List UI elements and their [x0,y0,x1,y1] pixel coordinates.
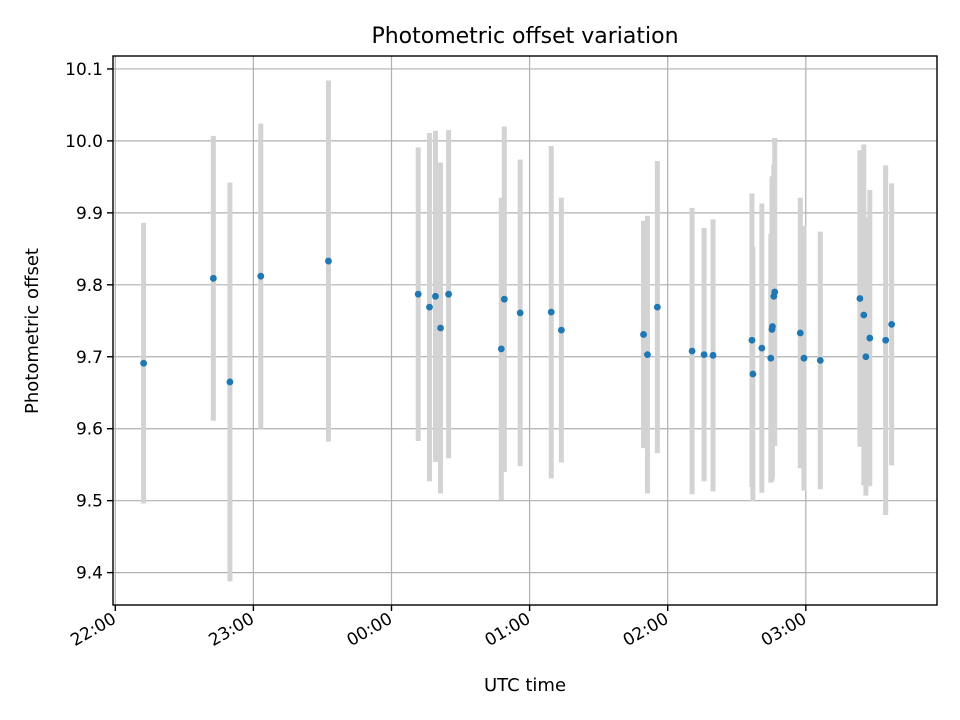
y-tick-label: 9.7 [76,348,103,368]
data-point [700,351,708,359]
y-tick-label: 9.5 [76,492,103,512]
data-point [688,347,696,355]
y-tick-label: 9.8 [76,276,103,296]
data-points [140,257,896,386]
y-tick-label: 9.4 [76,564,103,584]
chart-title: Photometric offset variation [371,24,678,49]
data-point [860,311,868,319]
data-point [432,292,439,300]
data-point [437,324,444,332]
data-point [856,295,864,302]
data-point [796,329,804,337]
data-point [749,370,757,378]
data-point [882,336,890,344]
data-point [640,331,647,338]
data-point [748,336,756,344]
data-point [866,334,874,342]
data-point [709,351,717,359]
x-axis-label: UTC time [484,675,566,696]
data-point [226,378,234,386]
y-tick-label: 10.0 [65,132,103,152]
data-point [769,323,776,330]
data-point [414,290,422,298]
data-point [758,344,766,352]
data-point [767,354,775,362]
data-point [325,257,332,265]
data-point [500,295,508,303]
data-point [644,351,651,359]
data-point [426,303,433,311]
data-point [516,309,524,317]
plot-frame [112,55,938,606]
y-tick-label: 10.1 [65,60,103,80]
data-point [653,303,661,311]
data-point [209,274,217,282]
data-point [557,326,565,334]
y-tick-label: 9.9 [76,204,103,224]
y-axis-ticks: 9.4 9.5 9.6 9.7 9.8 9.9 10.0 10.1 [65,60,113,584]
data-point [497,345,505,353]
data-point [888,320,896,328]
data-point [547,308,555,316]
data-point [800,354,808,362]
y-tick-label: 9.6 [76,420,103,440]
y-axis-label: Photometric offset [22,248,43,414]
data-point [140,359,148,367]
data-point [445,290,452,298]
data-point [862,353,870,361]
data-point [816,356,824,364]
data-point [771,288,779,296]
data-point [257,272,265,280]
